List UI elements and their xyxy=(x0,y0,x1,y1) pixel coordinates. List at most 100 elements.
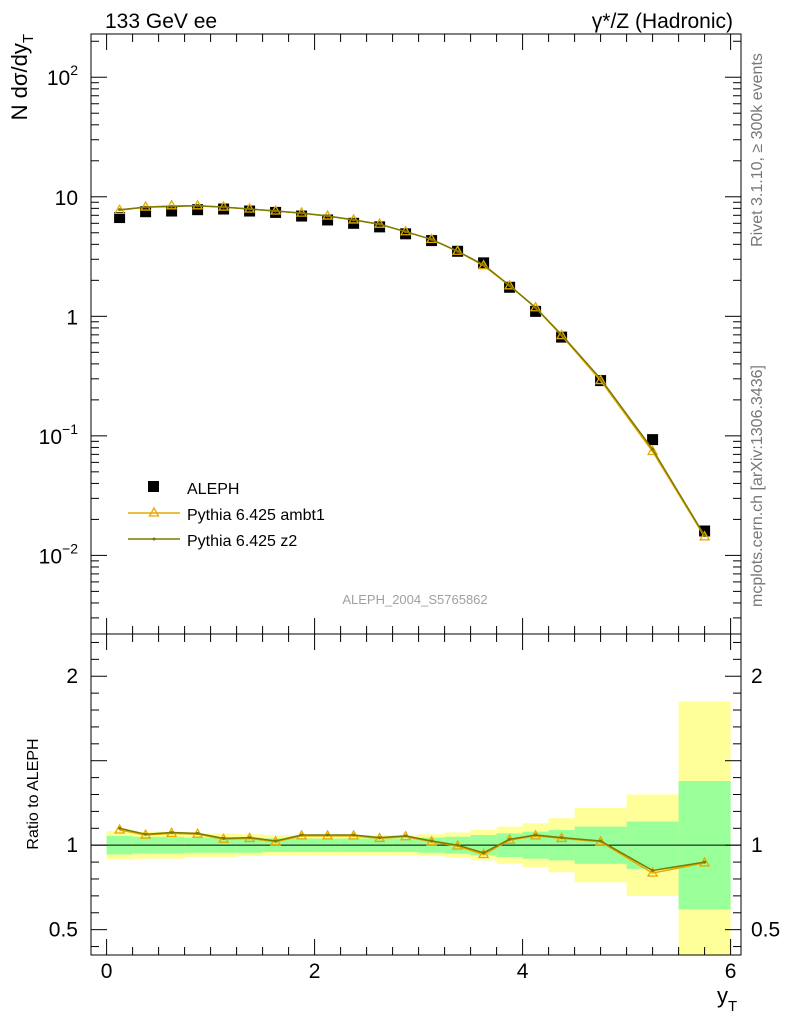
ambt1-point xyxy=(477,259,490,270)
x-tick-label: 2 xyxy=(309,960,321,983)
z2-point xyxy=(404,230,408,234)
z2-ratio-point xyxy=(222,836,226,840)
ambt1-point xyxy=(698,530,711,541)
z2-ratio-point xyxy=(456,843,460,847)
legend: ALEPH Pythia 6.425 ambt1 Pythia 6.425 z2 xyxy=(128,481,325,550)
ambt1-point xyxy=(191,199,204,210)
y-tick-label-right: 1 xyxy=(751,834,763,857)
z2-point xyxy=(508,284,512,288)
ambt1-point xyxy=(646,445,659,456)
ambt1-point xyxy=(295,206,308,217)
z2-ratio-point xyxy=(274,839,278,843)
legend-ambt1-label: Pythia 6.425 ambt1 xyxy=(187,507,325,524)
aleph-data-point xyxy=(244,205,256,217)
x-axis-title: yT xyxy=(717,983,737,1015)
z2-ratio-point xyxy=(599,839,603,843)
z2-ratio-point xyxy=(534,833,538,837)
z2-point xyxy=(456,249,460,253)
legend-z2-marker xyxy=(152,537,156,541)
z2-ratio-point xyxy=(196,831,200,835)
z2-ratio-point xyxy=(170,831,174,835)
y-tick-label-left: 2 xyxy=(66,665,78,688)
z2-ratio-point xyxy=(430,839,434,843)
aleph-data-point xyxy=(140,206,152,218)
z2-point xyxy=(651,447,655,451)
x-tick-label: 0 xyxy=(101,960,113,983)
z2-point xyxy=(118,208,122,212)
main-y-axis-title: N dσ/dyT xyxy=(7,34,37,120)
z2-ratio-point xyxy=(300,833,304,837)
legend-z2-label: Pythia 6.425 z2 xyxy=(187,533,297,550)
y-tick-label-right: 0.5 xyxy=(751,919,780,942)
ambt1-point xyxy=(555,329,568,340)
z2-point xyxy=(274,209,278,213)
legend-aleph-marker xyxy=(148,481,159,492)
aleph-data-point xyxy=(322,214,334,226)
tick-labels: 10−2 10−1 1 10 102 0.5 0.5 1 1 2 2 0 2 4 6 xyxy=(39,62,781,983)
y-tick-label: 1 xyxy=(66,306,78,329)
z2-ratio-point xyxy=(378,836,382,840)
axis-titles: N dσ/dyT Ratio to ALEPH yT xyxy=(7,34,737,1015)
z2-ratio-point xyxy=(326,833,330,837)
aleph-data-point xyxy=(647,434,659,446)
z2-point xyxy=(300,211,304,215)
y-tick-label: 10−1 xyxy=(39,421,79,449)
z2-point xyxy=(703,534,707,538)
z2-point xyxy=(560,333,564,337)
ambt1-point xyxy=(594,374,607,385)
z2-point xyxy=(196,204,200,208)
ambt1-point xyxy=(269,204,282,215)
ambt1-ratio-point xyxy=(646,866,659,877)
analysis-id: ALEPH_2004_S5765862 xyxy=(342,592,487,607)
ambt1-point xyxy=(503,279,516,290)
y-tick-label-right: 2 xyxy=(751,665,763,688)
source-label: mcplots.cern.ch [arXiv:1306.3436] xyxy=(749,365,766,607)
legend-aleph-label: ALEPH xyxy=(187,481,239,498)
x-tick-label: 6 xyxy=(725,960,737,983)
z2-point xyxy=(326,214,330,218)
uncertainty-bands xyxy=(106,701,731,955)
y-tick-label: 10−2 xyxy=(39,540,79,568)
legend-ambt1-marker xyxy=(148,506,160,517)
z2-ratio-point xyxy=(352,833,356,837)
aleph-data-point xyxy=(192,204,204,216)
aleph-data-point xyxy=(400,228,412,240)
z2-point xyxy=(599,377,603,381)
ratio-y-axis-title: Ratio to ALEPH xyxy=(25,738,42,849)
aleph-data-point xyxy=(218,203,230,215)
z2-ratio-point xyxy=(248,836,252,840)
z2-point xyxy=(378,222,382,226)
ambt1-ratio-point xyxy=(477,848,490,859)
aleph-data-point xyxy=(114,212,126,224)
z2-point xyxy=(430,237,434,241)
z2-ratio-point xyxy=(560,836,564,840)
y-tick-label-left: 0.5 xyxy=(49,919,78,942)
axis-ticks xyxy=(91,34,741,955)
z2-ratio-point xyxy=(482,851,486,855)
ambt1-point xyxy=(139,200,152,211)
y-tick-label: 102 xyxy=(47,62,78,90)
right-title: γ*/Z (Hadronic) xyxy=(592,10,733,33)
left-title: 133 GeV ee xyxy=(105,10,217,33)
aleph-data-point xyxy=(166,205,178,217)
z2-point xyxy=(170,204,174,208)
z2-ratio-point xyxy=(118,826,122,830)
z2-ratio-point xyxy=(508,837,512,841)
x-tick-label: 4 xyxy=(517,960,529,983)
z2-ratio-point xyxy=(144,832,148,836)
generator-label: Rivet 3.1.10, ≥ 300k events xyxy=(749,53,766,247)
main-series xyxy=(113,199,711,541)
aleph-data-point xyxy=(504,281,516,293)
y-tick-label-left: 1 xyxy=(66,834,78,857)
ambt1-point xyxy=(217,200,230,211)
z2-point xyxy=(222,205,226,209)
y-tick-label: 10 xyxy=(55,187,78,210)
aleph-data-point xyxy=(556,331,568,343)
z2-ratio-point xyxy=(404,834,408,838)
z2-point xyxy=(248,207,252,211)
z2-ratio-point xyxy=(651,869,655,873)
z2-point xyxy=(144,205,148,209)
ambt1-point xyxy=(243,202,256,213)
